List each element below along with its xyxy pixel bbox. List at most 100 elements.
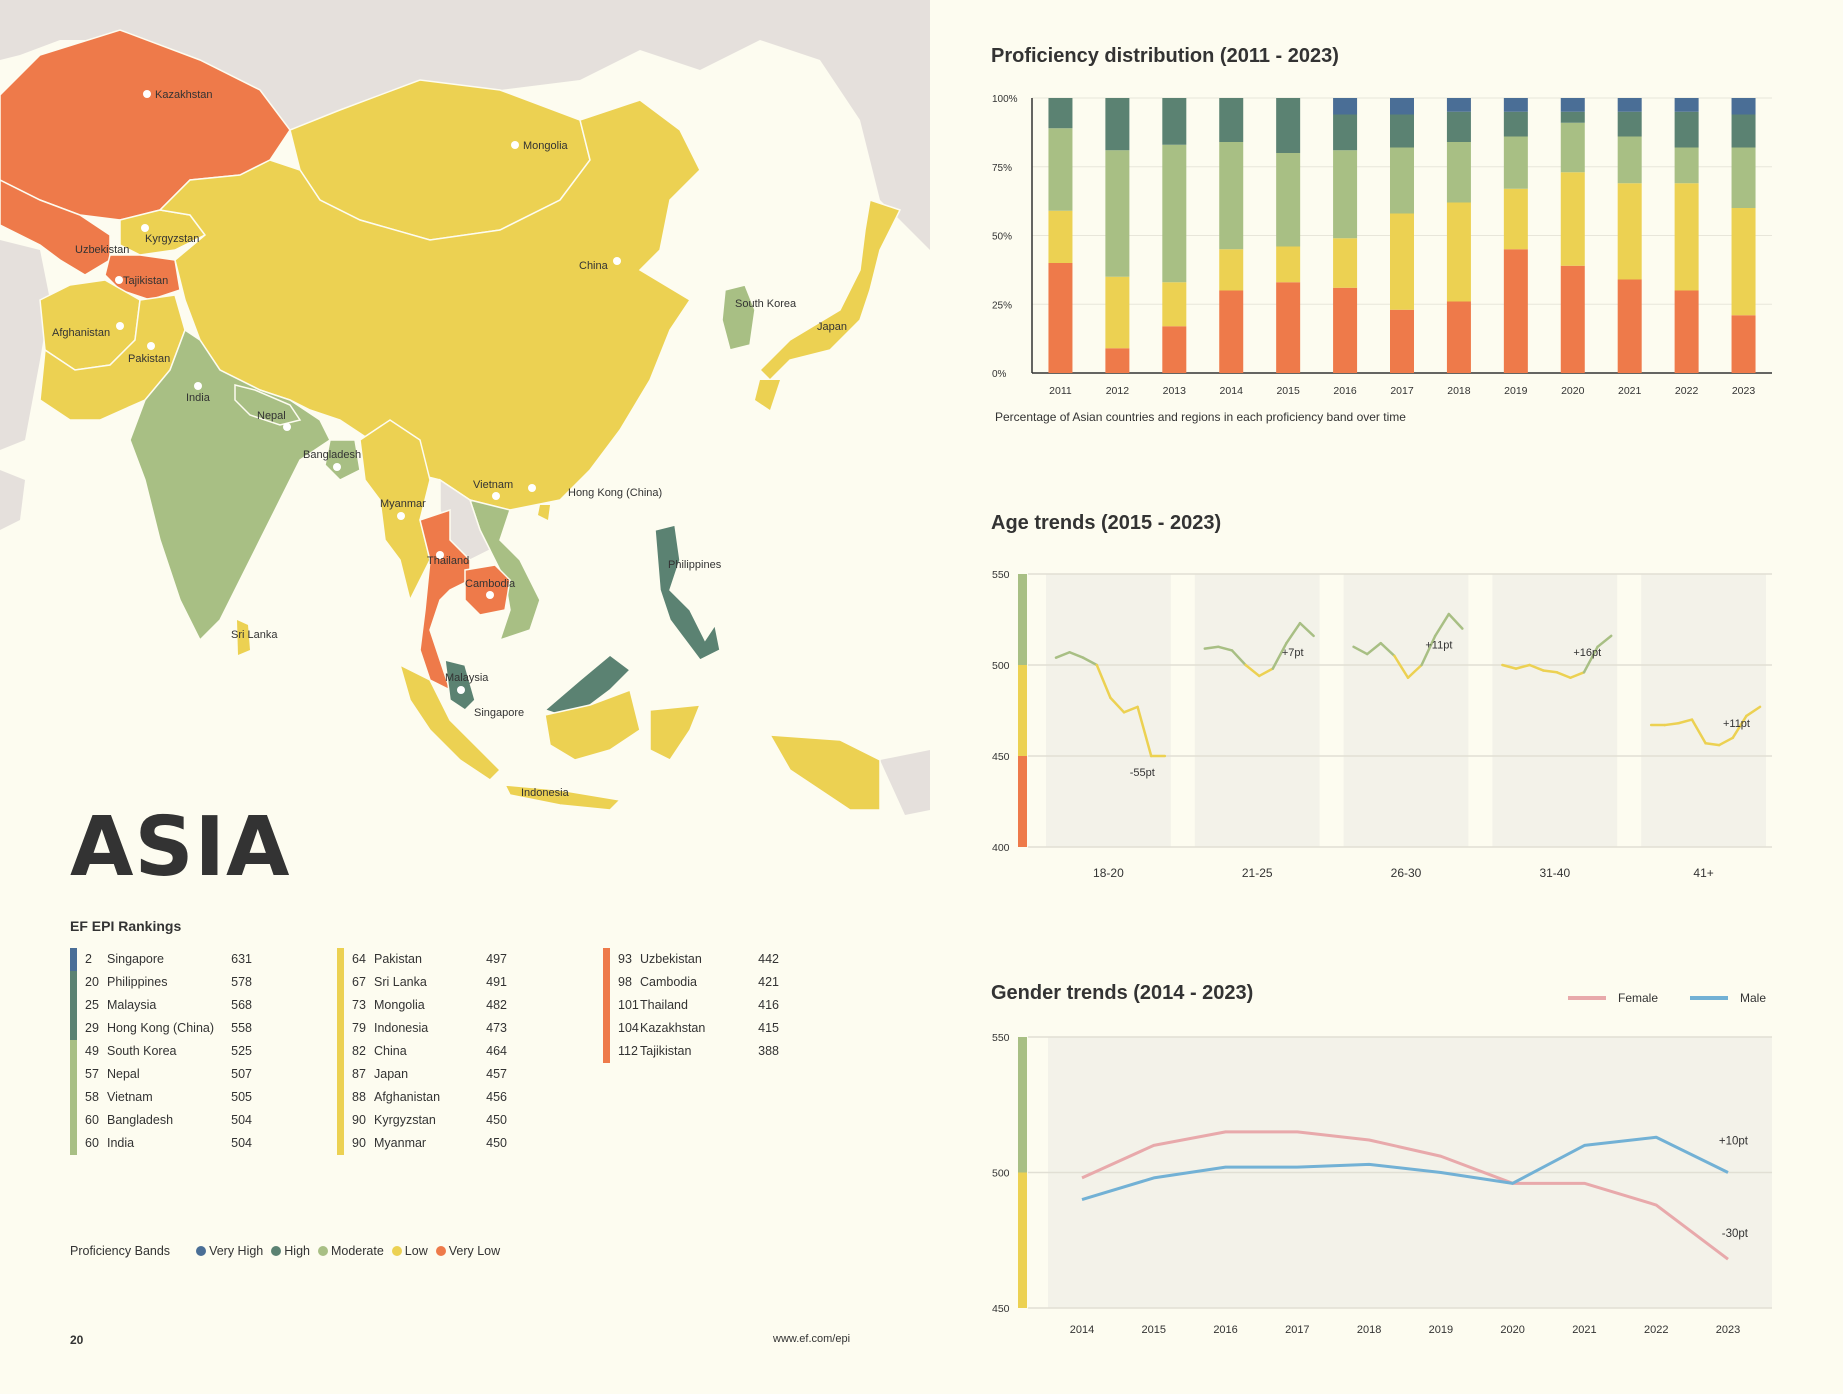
svg-text:Tajikistan: Tajikistan: [123, 275, 168, 287]
x-group-label: 26-30: [1391, 866, 1422, 880]
map-nepal: [234, 384, 302, 426]
chart-caption: Percentage of Asian countries and region…: [995, 410, 1406, 424]
ranking-country: Thailand: [640, 998, 688, 1012]
svg-text:Uzbekistan: Uzbekistan: [75, 244, 129, 256]
bar-segment-moderate: [1731, 147, 1756, 208]
rankings-column-2: 64 Pakistan 497 67 Sri Lanka 491 73 Mongolia 482…: [337, 948, 507, 1155]
age-line-segment: [1528, 663, 1545, 672]
bar-segment-high: [1105, 98, 1130, 151]
ranking-rank: 90: [352, 1113, 366, 1127]
band-legend-item: Moderate: [317, 1244, 384, 1258]
bar-segment-moderate: [1048, 128, 1073, 211]
bar-segment-moderate: [1105, 150, 1130, 277]
gender-change-label: -30pt: [1722, 1228, 1749, 1240]
x-tick-label: 2019: [1429, 1324, 1453, 1336]
ranking-band-bar: [337, 1017, 344, 1040]
map-south-korea: [721, 284, 756, 351]
gender-trends-chart: 450 500 550 2014 2015 2016 2017 2018 2019 2020 202…: [992, 991, 1772, 1336]
ranking-score: 415: [758, 1021, 779, 1035]
x-tick-label: 2015: [1276, 385, 1300, 397]
age-change-label: +16pt: [1573, 647, 1601, 659]
ranking-row: 73 Mongolia 482: [337, 994, 507, 1017]
age-line-segment: [1122, 705, 1139, 714]
ranking-score: 507: [231, 1067, 252, 1081]
x-tick-label: 2018: [1447, 385, 1471, 397]
bar-segment-moderate: [1560, 122, 1585, 173]
age-line-segment: [1298, 621, 1315, 638]
bar-segment-very_high: [1503, 98, 1528, 112]
ranking-row: 90 Myanmar 450: [337, 1132, 507, 1155]
age-trends-chart: 400 450 500 550 -55pt 18-20 +7pt 21-25 +11pt 26-3…: [992, 569, 1772, 880]
map-bangladesh: [324, 439, 361, 481]
ranking-score: 473: [486, 1021, 507, 1035]
x-group-label: 31-40: [1539, 866, 1570, 880]
age-line-segment: [1285, 621, 1302, 645]
map-indonesia-papua: [768, 734, 881, 811]
ranking-band-bar: [337, 1132, 344, 1155]
ranking-rank: 67: [352, 975, 366, 989]
x-group-label: 18-20: [1093, 866, 1124, 880]
bar-segment-very_low: [1333, 287, 1358, 373]
region-title: ASIA: [70, 800, 291, 895]
ranking-score: 450: [486, 1136, 507, 1150]
x-tick-label: 2022: [1644, 1324, 1668, 1336]
ranking-row: 49 South Korea 525: [70, 1040, 252, 1063]
x-tick-label: 2015: [1142, 1324, 1166, 1336]
svg-text:Philippines: Philippines: [668, 559, 722, 571]
ranking-country: Nepal: [107, 1067, 140, 1081]
ranking-band-bar: [70, 971, 77, 994]
band-scale-low: [1018, 665, 1027, 756]
ranking-country: Kyrgyzstan: [374, 1113, 436, 1127]
age-line-segment: [1582, 645, 1599, 674]
age-line-segment: [1690, 718, 1707, 745]
age-change-label: +7pt: [1282, 647, 1304, 659]
age-change-label: +11pt: [1723, 718, 1750, 730]
band-legend-item: Low: [391, 1244, 428, 1258]
ranking-rank: 25: [85, 998, 99, 1012]
ranking-rank: 29: [85, 1021, 99, 1035]
bar-segment-moderate: [1617, 136, 1642, 184]
bar-segment-moderate: [1674, 147, 1699, 184]
ranking-country: Singapore: [107, 952, 164, 966]
x-tick-label: 2016: [1333, 385, 1357, 397]
ranking-rank: 88: [352, 1090, 366, 1104]
svg-text:Cambodia: Cambodia: [465, 578, 516, 590]
map-indonesia-sulawesi: [649, 704, 702, 761]
bar-segment-very_low: [1674, 290, 1699, 373]
ranking-score: 558: [231, 1021, 252, 1035]
bar-segment-low: [1731, 208, 1756, 316]
svg-text:Malaysia: Malaysia: [445, 672, 489, 684]
bar-segment-low: [1446, 202, 1471, 302]
bar-segment-very_high: [1390, 98, 1414, 115]
age-line-segment: [1501, 663, 1518, 670]
bar-segment-very_low: [1162, 326, 1187, 373]
ranking-band-bar: [337, 948, 344, 971]
bar-segment-moderate: [1333, 150, 1358, 239]
y-tick-label: 450: [992, 751, 1010, 763]
age-line-segment: [1230, 649, 1247, 667]
rankings-column-3: 93 Uzbekistan 442 98 Cambodia 421 101 Thailand 4…: [603, 948, 779, 1063]
ranking-row: 112 Tajikistan 388: [603, 1040, 779, 1063]
bar-segment-high: [1162, 98, 1187, 145]
bar-segment-very_low: [1219, 290, 1244, 373]
chart-title-proficiency: Proficiency distribution (2011 - 2023): [991, 45, 1339, 67]
ranking-row: 60 India 504: [70, 1132, 252, 1155]
ranking-country: Indonesia: [374, 1021, 429, 1035]
x-tick-label: 2022: [1675, 385, 1699, 397]
ranking-score: 631: [231, 952, 252, 966]
bar-segment-high: [1617, 111, 1642, 137]
ranking-score: 482: [486, 998, 507, 1012]
group-panel: [1492, 574, 1618, 847]
ranking-band-bar: [337, 1040, 344, 1063]
map-indonesia-java: [503, 784, 622, 811]
ranking-band-bar: [70, 948, 77, 971]
svg-text:Nepal: Nepal: [257, 410, 286, 422]
ranking-country: Cambodia: [640, 975, 697, 989]
land-png: [880, 750, 930, 815]
ranking-country: Afghanistan: [374, 1090, 441, 1104]
ranking-rank: 90: [352, 1136, 366, 1150]
ranking-country: Philippines: [107, 975, 168, 989]
x-tick-label: 2014: [1070, 1324, 1094, 1336]
ranking-row: 88 Afghanistan 456: [337, 1086, 507, 1109]
age-line-segment: [1717, 736, 1735, 747]
